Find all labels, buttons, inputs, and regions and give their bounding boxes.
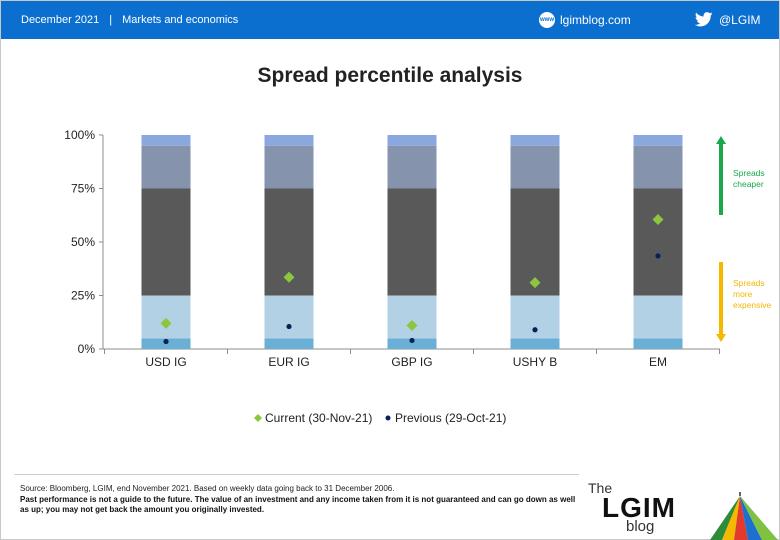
current-point xyxy=(406,319,418,331)
previous-point xyxy=(409,337,415,344)
bar-segment xyxy=(510,135,560,146)
umbrella-icon xyxy=(710,492,778,540)
expensive-arrow-head xyxy=(716,334,726,342)
footer-divider xyxy=(14,474,579,475)
lgim-blog-logo: The LGIM blog xyxy=(580,478,778,540)
previous-point xyxy=(163,338,169,345)
bar-segment xyxy=(264,135,314,146)
bar-segment xyxy=(264,295,314,339)
bar-segment xyxy=(141,295,191,339)
legend-label: Current (30-Nov-21) xyxy=(265,411,372,425)
bar-segment xyxy=(141,188,191,296)
top-banner: December 2021 | Markets and economics www … xyxy=(1,1,779,39)
y-tick-label: 100% xyxy=(64,128,95,142)
current-point xyxy=(652,214,664,226)
bar-segment xyxy=(387,295,437,339)
bar-segment xyxy=(264,145,314,189)
bar-segment xyxy=(387,188,437,296)
x-tick-label: EUR IG xyxy=(268,355,309,369)
x-tick-label: USD IG xyxy=(145,355,186,369)
bar-segment xyxy=(141,135,191,146)
cheaper-label: Spreads xyxy=(733,168,765,178)
y-tick-label: 75% xyxy=(71,182,95,196)
bar-segment xyxy=(141,145,191,189)
expensive-arrow-shaft xyxy=(719,262,723,334)
bar-segment xyxy=(510,338,560,349)
globe-icon: www xyxy=(539,12,555,28)
bar-segment xyxy=(510,145,560,189)
banner-left: December 2021 | Markets and economics xyxy=(21,14,238,26)
banner-date: December 2021 xyxy=(21,14,100,26)
cheaper-label: cheaper xyxy=(733,179,764,189)
logo-blog: blog xyxy=(626,518,655,535)
y-tick-label: 50% xyxy=(71,235,95,249)
current-point xyxy=(160,317,172,329)
bar-segment xyxy=(633,145,683,189)
logo-the: The xyxy=(588,480,613,496)
x-tick-label: GBP IG xyxy=(391,355,432,369)
twitter-bird-icon xyxy=(695,12,713,27)
bar-segment xyxy=(633,188,683,296)
bar-stack-gbp-ig xyxy=(387,135,437,349)
current-point xyxy=(283,271,295,283)
y-tick-label: 0% xyxy=(78,342,96,356)
previous-point xyxy=(532,327,538,333)
bar-segment xyxy=(387,338,437,349)
chart-title: Spread percentile analysis xyxy=(257,64,523,87)
bar-segment xyxy=(264,338,314,349)
bar-stack-usd-ig xyxy=(141,135,191,349)
disclaimer-text: Past performance is not a guide to the f… xyxy=(20,495,576,514)
bar-segment xyxy=(633,135,683,146)
chart-area: 0% 25% 50% 75% 100% USD IG EUR IG GBP IG USHY B E… xyxy=(64,128,772,425)
y-tick-label: 25% xyxy=(71,289,95,303)
banner-section[interactable]: Markets and economics xyxy=(122,14,239,26)
bar-stack-em xyxy=(633,135,683,349)
cheaper-arrow-shaft xyxy=(719,143,723,215)
banner-separator: | xyxy=(109,14,113,26)
site-link[interactable]: www lgimblog.com xyxy=(539,12,631,28)
bar-stack-ushy-b xyxy=(510,135,560,349)
twitter-link[interactable]: @LGIM xyxy=(695,12,761,27)
previous-point xyxy=(655,253,661,259)
legend-label: Previous (29-Oct-21) xyxy=(395,411,506,425)
bar-segment xyxy=(633,338,683,349)
expensive-label: expensive xyxy=(733,300,772,310)
x-tick-label: EM xyxy=(649,355,667,369)
source-note: Source: Bloomberg, LGIM, end November 20… xyxy=(20,484,395,493)
bar-segment xyxy=(633,295,683,339)
legend-current-marker xyxy=(254,414,262,422)
expensive-label: more xyxy=(733,289,753,299)
site-label: lgimblog.com xyxy=(560,13,631,27)
x-tick-label: USHY B xyxy=(513,355,557,369)
current-point xyxy=(529,277,541,289)
logo-lgim: LGIM xyxy=(602,492,676,523)
bar-segment xyxy=(387,135,437,146)
bar-segment xyxy=(387,145,437,189)
previous-point xyxy=(286,323,292,330)
bar-stack-eur-ig xyxy=(264,135,314,349)
legend-previous-marker xyxy=(385,415,391,421)
cheaper-arrow-head xyxy=(716,136,726,144)
expensive-label: Spreads xyxy=(733,278,765,288)
twitter-handle: @LGIM xyxy=(719,12,761,27)
